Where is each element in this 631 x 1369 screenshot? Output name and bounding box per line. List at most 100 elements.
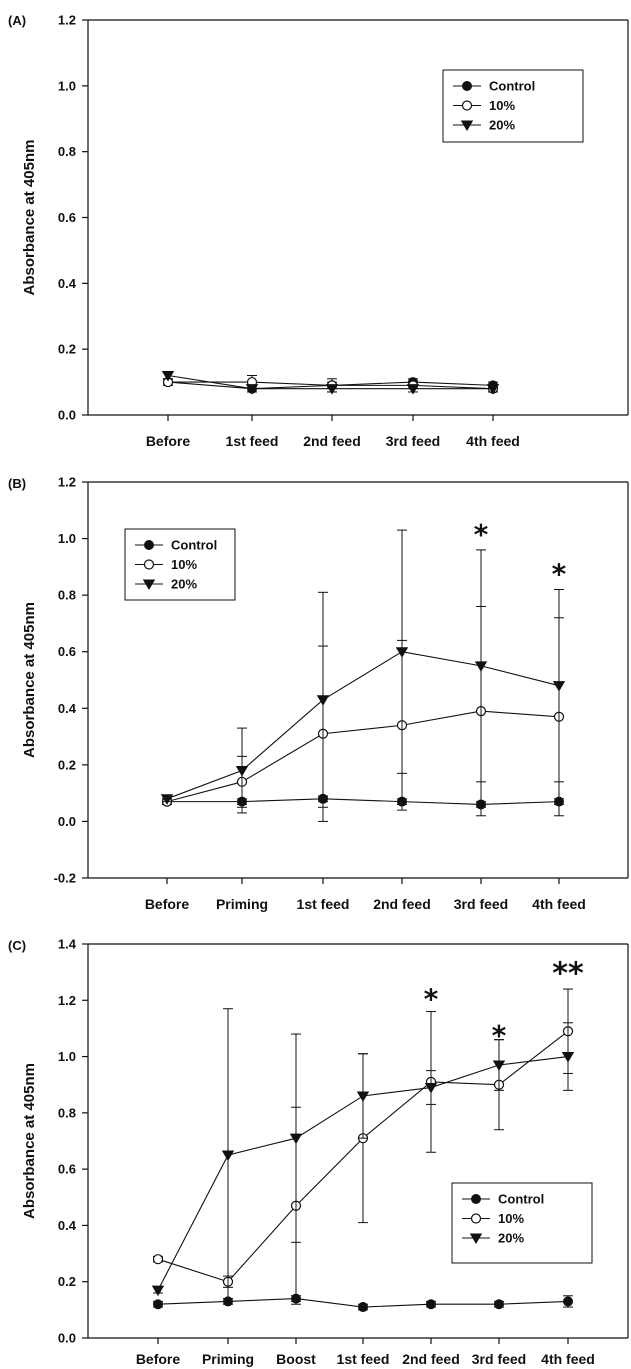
- series-1: [153, 1293, 573, 1313]
- legend-label: 10%: [498, 1211, 524, 1226]
- y-tick-label: 1.0: [58, 531, 76, 546]
- data-point: [486, 384, 500, 395]
- legend-marker: [462, 81, 472, 91]
- data-point: [494, 1299, 504, 1310]
- y-tick-label: 1.0: [58, 1049, 76, 1064]
- legend: Control 10% 20%: [442, 69, 584, 143]
- legend-label: 20%: [171, 577, 197, 592]
- chart-panel-1: (A) 0.0 0.2 0.4 0.6 0.8 1.0 1.2 Before 1st feed 2n…: [8, 13, 629, 449]
- data-point: [245, 384, 259, 395]
- y-tick-label: -0.2: [54, 871, 76, 886]
- series-3: [161, 370, 500, 395]
- legend-marker: [470, 1213, 482, 1224]
- x-category-label: 1st feed: [297, 896, 350, 912]
- data-point: [424, 1083, 438, 1094]
- data-point: [289, 1133, 303, 1145]
- y-tick-label: 0.0: [58, 814, 76, 829]
- y-tick-label: 1.4: [58, 937, 77, 952]
- legend-marker: [144, 540, 154, 550]
- x-category-label: 3rd feed: [472, 1351, 526, 1367]
- x-category-label: 2nd feed: [402, 1351, 460, 1367]
- legend-label: Control: [171, 538, 217, 553]
- data-point: [221, 1150, 235, 1162]
- data-point: [552, 681, 566, 692]
- data-point: [325, 384, 339, 395]
- legend: Control 10% 20%: [124, 528, 236, 601]
- data-point: [563, 1296, 573, 1307]
- y-tick-label: 0.4: [58, 1218, 77, 1233]
- data-point: [152, 1254, 164, 1265]
- significance-marker: **: [552, 956, 584, 991]
- y-axis-label: Absorbance at 405nm: [21, 602, 38, 758]
- y-tick-label: 0.8: [58, 144, 76, 159]
- series-3: [151, 1008, 575, 1302]
- y-tick-label: 0.6: [58, 210, 76, 225]
- data-point: [316, 695, 330, 706]
- legend-label: 10%: [489, 98, 515, 113]
- x-category-label: Before: [136, 1351, 181, 1367]
- y-tick-label: 0.4: [58, 276, 77, 291]
- x-category-label: 3rd feed: [386, 433, 440, 449]
- significance-marker: *: [492, 1019, 507, 1052]
- legend-marker: [469, 1233, 483, 1245]
- x-category-label: 4th feed: [532, 896, 586, 912]
- y-tick-label: 1.0: [58, 78, 76, 93]
- data-point: [356, 1091, 370, 1102]
- chart-panel-3: (C) 0.0 0.2 0.4 0.6 0.8 1.0 1.2 1.4 Before Priming…: [8, 937, 629, 1367]
- series-2: [161, 605, 565, 822]
- legend-marker: [471, 1194, 481, 1204]
- x-category-label: Priming: [216, 896, 268, 912]
- data-point: [426, 1299, 436, 1310]
- series-line: [166, 710, 560, 803]
- y-tick-label: 1.2: [58, 13, 76, 28]
- legend: Control 10% 20%: [451, 1182, 593, 1264]
- data-point: [474, 661, 488, 672]
- y-tick-label: 0.6: [58, 1162, 76, 1177]
- significance-marker: *: [552, 558, 567, 591]
- y-tick-label: 1.2: [58, 993, 76, 1008]
- data-point: [561, 1052, 575, 1063]
- data-point: [358, 1302, 368, 1313]
- data-point: [160, 794, 174, 805]
- legend-label: 10%: [171, 557, 197, 572]
- data-point: [151, 1285, 165, 1297]
- data-point: [235, 765, 249, 777]
- y-tick-label: 0.8: [58, 1105, 76, 1120]
- data-point: [406, 384, 420, 395]
- panel-label: (A): [8, 13, 26, 28]
- legend-label: Control: [489, 79, 535, 94]
- x-category-label: Before: [146, 433, 191, 449]
- y-tick-label: 0.0: [58, 1331, 76, 1346]
- significance-marker: *: [424, 983, 439, 1016]
- legend-label: 20%: [498, 1231, 524, 1246]
- x-category-label: 2nd feed: [373, 896, 431, 912]
- y-tick-label: 0.4: [58, 701, 77, 716]
- chart-panel-2: (B) -0.2 0.0 0.2 0.4 0.6 0.8 1.0 1.2 Before Primin…: [8, 475, 629, 912]
- data-point: [161, 370, 175, 382]
- series-line: [166, 651, 560, 800]
- legend-marker: [461, 100, 473, 111]
- x-category-label: 4th feed: [541, 1351, 595, 1367]
- data-point: [153, 1299, 163, 1310]
- x-category-label: 1st feed: [337, 1351, 390, 1367]
- legend-label: 20%: [489, 118, 515, 133]
- y-tick-label: 0.6: [58, 644, 76, 659]
- series-1: [162, 793, 564, 810]
- y-tick-label: 0.0: [58, 408, 76, 423]
- series-line: [167, 798, 560, 806]
- y-axis-label: Absorbance at 405nm: [21, 140, 38, 296]
- y-tick-label: 0.8: [58, 588, 76, 603]
- x-category-label: Before: [145, 896, 190, 912]
- legend-marker: [142, 579, 156, 591]
- significance-marker: *: [474, 518, 489, 551]
- x-category-label: 3rd feed: [454, 896, 508, 912]
- panel-label: (C): [8, 938, 26, 953]
- y-axis-label: Absorbance at 405nm: [21, 1063, 38, 1219]
- y-tick-label: 0.2: [58, 342, 76, 357]
- x-category-label: 1st feed: [226, 433, 279, 449]
- y-tick-label: 0.2: [58, 757, 76, 772]
- data-point: [492, 1060, 506, 1072]
- series-3: [160, 529, 566, 814]
- legend-marker: [460, 120, 474, 132]
